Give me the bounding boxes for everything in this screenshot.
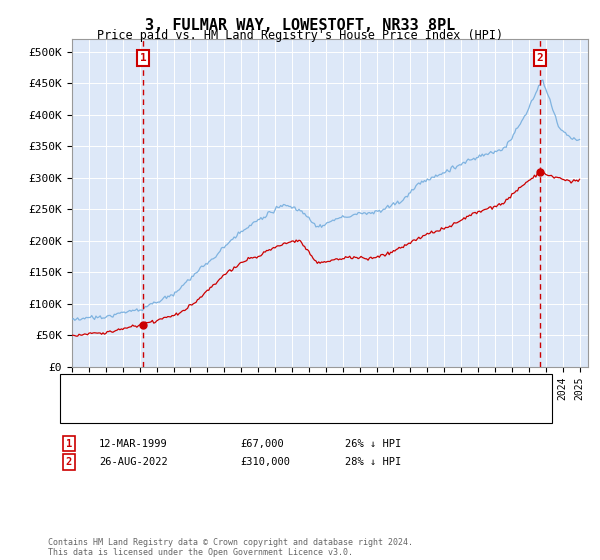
Text: 26% ↓ HPI: 26% ↓ HPI bbox=[345, 438, 401, 449]
Text: 3, FULMAR WAY, LOWESTOFT, NR33 8PL (detached house): 3, FULMAR WAY, LOWESTOFT, NR33 8PL (deta… bbox=[102, 382, 421, 393]
Text: ——: —— bbox=[72, 404, 87, 417]
Text: 2: 2 bbox=[66, 457, 72, 467]
Text: £310,000: £310,000 bbox=[240, 457, 290, 467]
Text: 12-MAR-1999: 12-MAR-1999 bbox=[99, 438, 168, 449]
Text: £67,000: £67,000 bbox=[240, 438, 284, 449]
Text: 3, FULMAR WAY, LOWESTOFT, NR33 8PL: 3, FULMAR WAY, LOWESTOFT, NR33 8PL bbox=[145, 18, 455, 33]
Text: 26-AUG-2022: 26-AUG-2022 bbox=[99, 457, 168, 467]
Text: ——: —— bbox=[72, 381, 87, 394]
Text: 2: 2 bbox=[536, 53, 543, 63]
Text: Contains HM Land Registry data © Crown copyright and database right 2024.
This d: Contains HM Land Registry data © Crown c… bbox=[48, 538, 413, 557]
Text: Price paid vs. HM Land Registry's House Price Index (HPI): Price paid vs. HM Land Registry's House … bbox=[97, 29, 503, 42]
Text: HPI: Average price, detached house, East Suffolk: HPI: Average price, detached house, East… bbox=[102, 405, 402, 416]
Text: 28% ↓ HPI: 28% ↓ HPI bbox=[345, 457, 401, 467]
Text: 1: 1 bbox=[140, 53, 146, 63]
Text: 1: 1 bbox=[66, 438, 72, 449]
